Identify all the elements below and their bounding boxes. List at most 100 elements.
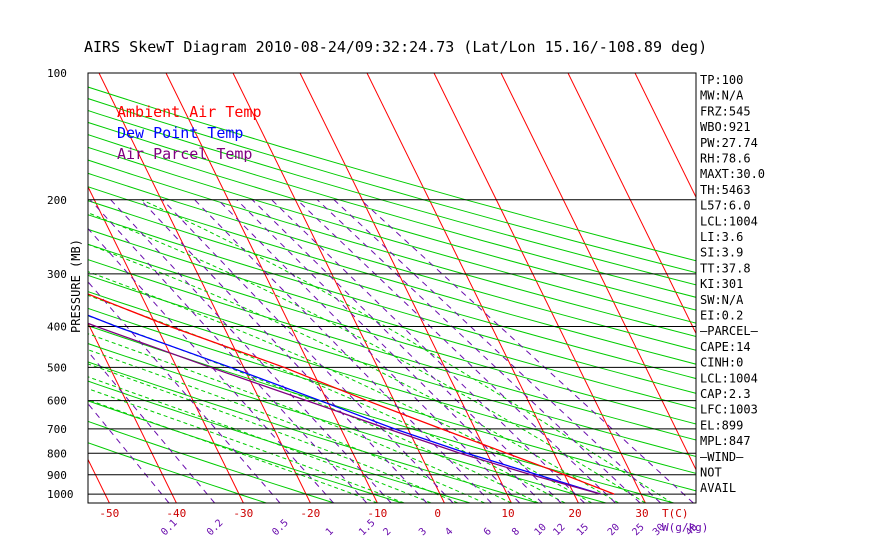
bottom-temp-tick-label: -50	[99, 507, 119, 520]
series-line-dew-point-temp	[88, 314, 601, 495]
index-entry: RH:78.6	[700, 152, 751, 166]
series-line-air-parcel-temp	[88, 322, 601, 495]
mixing-ratio-tick-label: 4	[443, 526, 455, 538]
isotherm-line	[433, 73, 646, 503]
index-entry: TP:100	[700, 73, 743, 87]
mixing-ratio-tick-label: 2	[381, 526, 393, 538]
dry-adiabat-line	[88, 343, 607, 503]
isobar-grid	[88, 72, 696, 495]
bottom-temp-tick-label: -10	[367, 507, 387, 520]
dry-adiabat-line	[88, 442, 267, 503]
mixing-ratio-tick-label: 12	[551, 522, 567, 538]
mixing-ratio-tick-label: 25	[630, 522, 646, 538]
index-entry: TT:37.8	[700, 261, 751, 275]
mixing-ratio-tick-label: 1.5	[357, 518, 378, 539]
dry-adiabat-line	[88, 134, 696, 311]
bottom-temp-tick-label: -40	[166, 507, 186, 520]
mixing-ratio-line	[88, 281, 281, 503]
pressure-tick-label: 300	[47, 268, 67, 281]
isotherm-line	[299, 73, 512, 503]
bottom-temp-tick-label: -30	[233, 507, 253, 520]
mixing-ratio-line	[296, 199, 616, 503]
profile-series	[88, 293, 615, 495]
moist-adiabat-line	[88, 315, 539, 503]
dry-adiabat-line	[88, 361, 539, 503]
mixing-ratio-line	[316, 199, 641, 503]
pressure-tick-label: 200	[47, 194, 67, 207]
index-entry: SI:3.9	[700, 246, 743, 260]
bottom-unit-label: T(C)	[662, 507, 689, 520]
dry-adiabat-line	[88, 109, 696, 286]
isotherm-line	[0, 73, 42, 503]
index-entry: FRZ:545	[700, 104, 751, 118]
index-entry: SW:N/A	[700, 293, 744, 307]
index-entry: EL:899	[700, 418, 743, 432]
mixing-ratio-line	[271, 199, 585, 503]
plot-frame	[87, 72, 697, 504]
index-entry: KI:301	[700, 277, 743, 291]
series-line-ambient-air-temp	[88, 293, 615, 495]
mixing-ratio-line	[140, 199, 428, 503]
moist-adiabat-line	[88, 399, 378, 503]
bottom-temp-tick-label: 0	[434, 507, 441, 520]
dry-adiabat-line	[88, 400, 403, 503]
mixing-ratio-tick-label: 0.1	[159, 518, 180, 539]
isotherm-line	[88, 185, 244, 503]
dry-adiabat-line	[88, 274, 696, 457]
dry-adiabat-line	[88, 86, 696, 262]
y-axis-label: PRESSURE (MB)	[69, 239, 83, 333]
moist-adiabat-line	[88, 376, 432, 503]
bottom-temp-tick-label: 20	[568, 507, 581, 520]
dry-adiabat-line	[88, 307, 696, 492]
legend-entry: Ambient Air Temp	[117, 103, 262, 121]
index-entry: LFC:1003	[700, 403, 758, 417]
bottom-temp-tick-label: 10	[501, 507, 514, 520]
dry-adiabat-line	[88, 420, 335, 503]
mixing-ratio-line	[194, 199, 492, 503]
index-entry: L57:6.0	[700, 199, 751, 213]
index-entry: AVAIL	[700, 481, 736, 495]
dry-adiabat-line	[88, 228, 696, 409]
moist-adiabat-line	[88, 271, 593, 503]
pressure-tick-label: 500	[47, 361, 67, 374]
legend-entry: Dew Point Temp	[117, 124, 243, 142]
isotherm-line	[500, 73, 696, 471]
dry-adiabat-line	[88, 98, 696, 274]
mixing-ratio-line	[360, 199, 694, 503]
isotherm-line	[88, 322, 177, 503]
mixing-ratio-line	[251, 199, 562, 503]
index-entry: CAP:2.3	[700, 387, 751, 401]
mixing-ratio-tick-label: 3	[417, 526, 429, 538]
index-entry: LI:3.6	[700, 230, 743, 244]
index-entry: LCL:1004	[700, 371, 758, 385]
pressure-tick-label: 700	[47, 423, 67, 436]
isotherm-line	[88, 458, 110, 503]
pressure-tick-label: 900	[47, 469, 67, 482]
dry-adiabat-line	[88, 259, 696, 441]
mixing-ratio-line	[333, 199, 661, 503]
bottom-temp-tick-label: 30	[635, 507, 648, 520]
mixing-ratio-tick-label: 0.5	[270, 518, 291, 539]
pressure-tick-label: 100	[47, 67, 67, 80]
chart-title: AIRS SkewT Diagram 2010-08-24/09:32:24.7…	[84, 38, 707, 56]
dry-adiabat-line	[88, 325, 675, 503]
index-entry: TH:5463	[700, 183, 751, 197]
dry-adiabat-line	[88, 121, 696, 298]
moist-adiabat-line	[88, 212, 646, 503]
dry-adiabat-line	[88, 146, 696, 324]
index-entry: LCL:1004	[700, 214, 758, 228]
mixing-ratio-tick-label: 15	[575, 522, 591, 538]
mixing-ratio-line	[88, 402, 170, 503]
index-entry: —PARCEL—	[700, 324, 759, 338]
legend-entry: Air Parcel Temp	[117, 145, 252, 163]
dry-adiabat-line	[88, 214, 696, 394]
pressure-tick-label: 600	[47, 395, 67, 408]
dry-adiabat-line	[88, 186, 696, 365]
index-entry: EI:0.2	[700, 309, 743, 323]
moist-adiabat-line	[88, 243, 619, 503]
index-entry: MW:N/A	[700, 89, 744, 103]
mixing-ratio-unit-label: W(g/kg)	[662, 521, 708, 534]
dry-adiabat-line	[88, 291, 696, 474]
mixing-ratio-grid	[88, 199, 694, 503]
mixing-ratio-tick-label: 1	[324, 526, 336, 538]
